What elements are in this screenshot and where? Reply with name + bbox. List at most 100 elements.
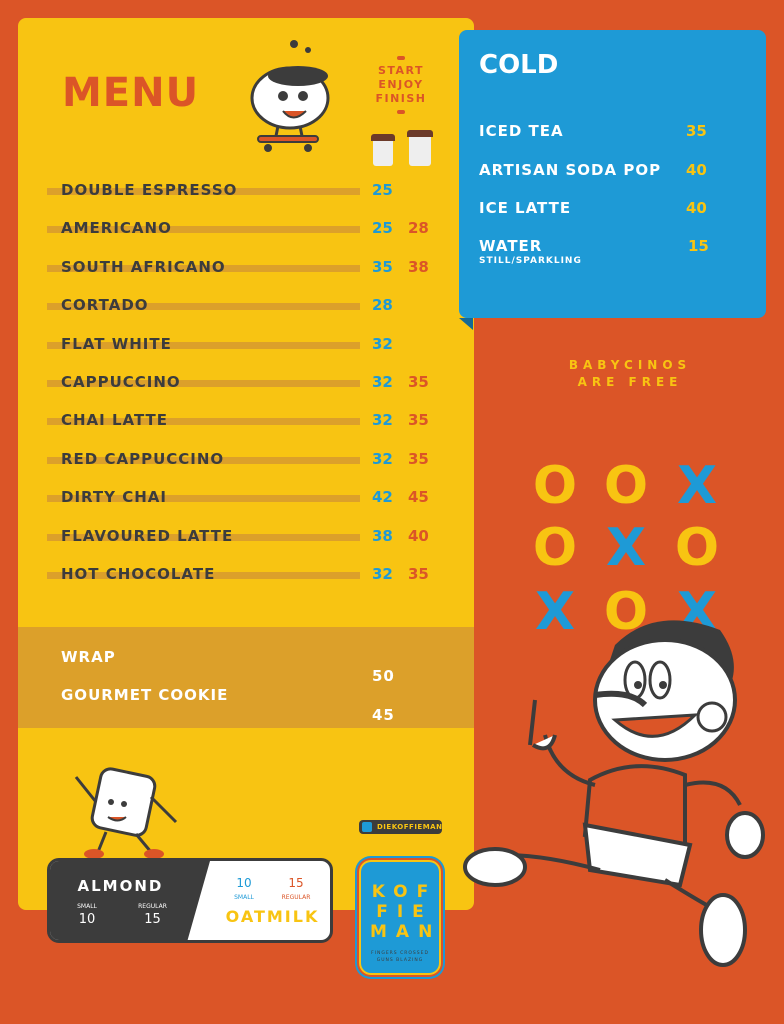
row-bar [47, 342, 360, 349]
cold-item-price: 40 [686, 199, 707, 217]
almond-regular-label: REGULAR [138, 903, 167, 910]
item-name: CHAI LATTE [61, 411, 169, 429]
food-name: GOURMET COOKIE [61, 686, 229, 704]
cold-item-price: 15 [688, 237, 709, 255]
oatmilk-regular-label: REGULAR [281, 894, 311, 901]
regular-price: 35 [408, 373, 429, 391]
item-name: AMERICANO [61, 219, 172, 237]
oatmilk-regular-price: 15 [288, 876, 304, 890]
menu-row: FLAVOURED LATTE 38 40 [47, 527, 467, 547]
regular-price: 38 [408, 258, 429, 276]
small-price: 32 [372, 411, 393, 429]
oatmilk-small-label: SMALL [234, 894, 254, 901]
dash-decoration [397, 110, 405, 114]
tictactoe-cell: O [603, 456, 649, 516]
logo-line: FIE [376, 902, 433, 922]
row-bar [47, 418, 360, 425]
item-name: SOUTH AFRICANO [61, 258, 226, 276]
cold-item-note: STILL/SPARKLING [479, 256, 582, 266]
tictactoe-cell: O [674, 518, 720, 578]
row-bar [47, 226, 360, 233]
menu-row: FLAT WHITE 32 [47, 335, 467, 355]
menu-row: SOUTH AFRICANO 35 38 [47, 258, 467, 278]
cold-item-name: WATER [479, 237, 543, 255]
slogan-line: FINISH [375, 92, 427, 105]
menu-row: CHAI LATTE 32 35 [47, 411, 467, 431]
social-handle[interactable]: DIEKOFFIEMAN [359, 820, 442, 834]
slogan: START ENJOY FINISH [366, 52, 436, 118]
tictactoe-cell: O [532, 518, 578, 578]
menu-row: RED CAPPUCCINO 32 35 [47, 450, 467, 470]
babycinos-line: ARE FREE [577, 375, 683, 389]
menu-panel [18, 18, 474, 910]
milk-options-box: ALMOND SMALL REGULAR 10 15 10 15 SMALL R… [47, 858, 333, 943]
small-price: 32 [372, 373, 393, 391]
tagline-line: FINGERS CROSSED [371, 951, 429, 956]
food-price: 50 [372, 667, 395, 685]
koffieman-logo: KOF FIE MAN FINGERS CROSSED GUNS BLAZING [361, 862, 439, 973]
small-price: 42 [372, 488, 393, 506]
regular-price: 28 [408, 219, 429, 237]
cold-item-name: ICE LATTE [479, 199, 572, 217]
panel-fold-decoration [459, 318, 473, 330]
almond-label: ALMOND [77, 877, 164, 895]
coffee-cup-mascot-illustration [250, 40, 330, 152]
regular-price: 45 [408, 488, 429, 506]
menu-row: AMERICANO 25 28 [47, 219, 467, 239]
tictactoe-cell: X [534, 582, 576, 642]
babycinos-note: BABYCINOS ARE FREE [540, 357, 720, 391]
food-section [18, 627, 474, 728]
babycinos-line: BABYCINOS [568, 358, 692, 372]
oatmilk-small-price: 10 [236, 876, 252, 890]
row-bar [47, 457, 360, 464]
row-bar [47, 303, 360, 310]
item-name: DOUBLE ESPRESSO [61, 181, 238, 199]
small-price: 35 [372, 258, 393, 276]
row-bar [47, 495, 360, 502]
tagline-line: GUNS BLAZING [376, 958, 424, 963]
row-bar [47, 534, 360, 541]
almond-small-price: 10 [78, 912, 96, 927]
menu-row: DOUBLE ESPRESSO 25 [47, 181, 467, 201]
small-price: 25 [372, 219, 393, 237]
tictactoe-cell: X [605, 518, 647, 578]
cold-drinks-panel [459, 30, 766, 318]
food-price: 45 [372, 706, 395, 724]
almond-section: ALMOND SMALL REGULAR 10 15 [50, 861, 210, 940]
item-name: DIRTY CHAI [61, 488, 167, 506]
menu-row: DIRTY CHAI 42 45 [47, 488, 467, 508]
small-cup-icon [371, 134, 395, 166]
logo-line: KOF [371, 882, 438, 902]
tictactoe-cell: O [532, 456, 578, 516]
menu-row: CORTADO 28 [47, 296, 467, 316]
koffieman-mascot-illustration [463, 620, 765, 967]
cold-item-price: 40 [686, 161, 707, 179]
small-price: 25 [372, 181, 393, 199]
logo-wordmark: KOF FIE MAN [361, 882, 439, 942]
regular-price: 40 [408, 527, 429, 545]
food-name: WRAP [61, 648, 116, 666]
row-bar [47, 572, 360, 579]
almond-small-label: SMALL [77, 903, 97, 910]
milk-carton-mascot-illustration [74, 767, 178, 859]
item-name: CORTADO [61, 296, 149, 314]
menu-row: HOT CHOCOLATE 32 35 [47, 565, 467, 585]
regular-price: 35 [408, 450, 429, 468]
small-price: 28 [372, 296, 393, 314]
small-price: 32 [372, 335, 393, 353]
small-price: 38 [372, 527, 393, 545]
row-bar [47, 265, 360, 272]
almond-regular-price: 15 [144, 912, 161, 927]
small-price: 32 [372, 450, 393, 468]
slogan-line: ENJOY [378, 78, 424, 91]
menu-row: CAPPUCCINO 32 35 [47, 373, 467, 393]
cold-item-price: 35 [686, 122, 707, 140]
item-name: CAPPUCCINO [61, 373, 181, 391]
oatmilk-label: OATMILK [225, 907, 320, 926]
row-bar [47, 188, 360, 195]
row-bar [47, 380, 360, 387]
regular-price: 35 [408, 411, 429, 429]
menu-title: MENU [62, 70, 200, 116]
dash-decoration [397, 56, 405, 60]
item-name: FLAVOURED LATTE [61, 527, 234, 545]
